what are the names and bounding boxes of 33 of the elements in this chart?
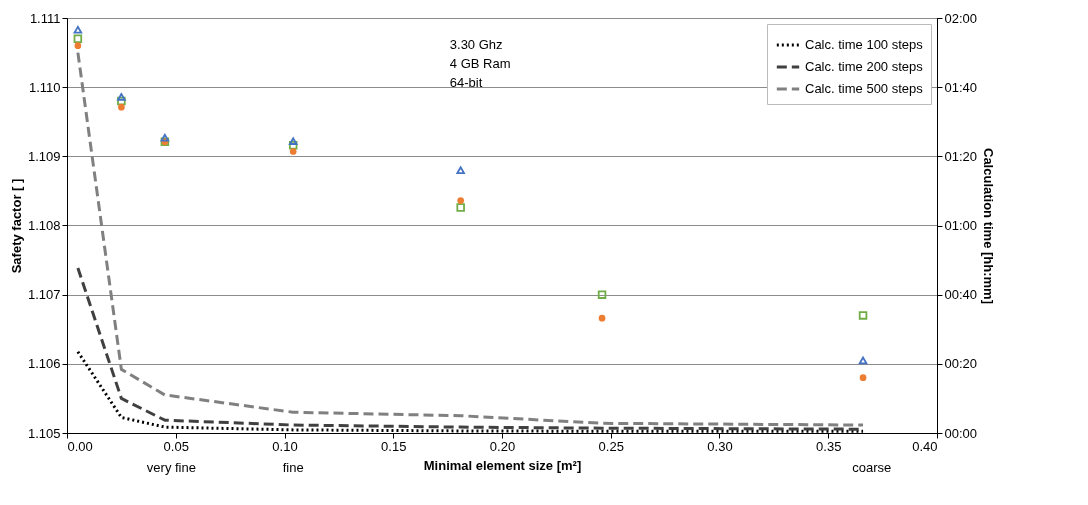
x-tick-label: 0.05 [163,438,189,454]
y2-axis-title: Calculation time [hh:mm] [981,147,997,305]
y-tick-label: 1.110 [28,79,61,95]
y2-tick-label: 01:20 [944,148,978,164]
y-tick-label: 1.109 [27,148,61,164]
x-tick-label: 0.30 [707,438,733,454]
text: fine [282,460,304,476]
x-axis-title: Minimal element size [m²] [423,457,582,473]
x-tick-label: 0.00 [67,438,93,454]
legend-label: Calc. time 200 steps [805,59,924,74]
x-tick-label: 0.15 [381,438,407,454]
annotation: 3.30 Ghz 4 GB Ram 64-bit [449,36,511,90]
x-tick-label: 0.35 [816,438,842,454]
y-tick-label: 1.111 [29,10,61,26]
y-tick-label: 1.107 [27,287,61,303]
y-tick-label: 1.105 [27,425,61,441]
legend-label: Calc. time 100 steps [805,37,924,52]
y2-tick-label: 02:00 [944,10,978,26]
x-tick-label: 0.20 [489,438,516,454]
y-tick-label: 1.108 [27,218,61,233]
x-tick-label: 0.40 [912,438,938,454]
y-tick-label: 1.106 [27,356,61,372]
y2-tick-label: 00:00 [944,425,978,441]
y-axis-title: Safety factor [ ] [8,178,24,274]
text: very fine [146,460,196,476]
y2-tick-label: 00:20 [944,356,978,372]
legend-label: Calc. time 500 steps [805,81,924,96]
x-tick-label: 0.10 [272,438,298,454]
y2-tick-label: 01:40 [944,79,978,95]
y2-tick-label: 01:00 [944,218,978,233]
y2-tick-label: 00:40 [944,287,978,303]
x-tick-label: 0.25 [598,438,624,454]
text: coarse [852,460,892,476]
